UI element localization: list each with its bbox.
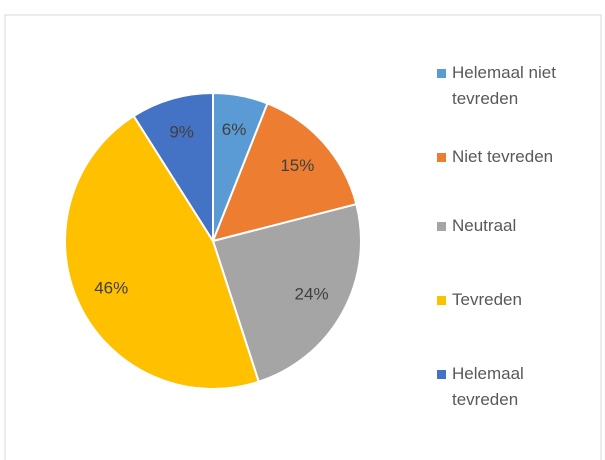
legend-swatch (437, 222, 446, 231)
legend-item: Helemaal niet tevreden (437, 60, 587, 112)
legend-label: Tevreden (452, 290, 522, 309)
legend-swatch (437, 296, 446, 305)
pie-slice (64, 114, 260, 390)
legend-item: Tevreden (437, 287, 587, 313)
data-label: 15% (280, 156, 314, 175)
legend-item: Niet tevreden (437, 144, 587, 170)
data-label: 24% (295, 285, 329, 304)
pie-slice (211, 102, 358, 243)
chart-border (4, 14, 602, 460)
legend-label: Helemaal tevreden (452, 364, 524, 409)
legend-label: Niet tevreden (452, 147, 554, 166)
legend-item: Neutraal (437, 213, 587, 239)
legend-label: Helemaal niet tevreden (452, 63, 556, 108)
pie-slice (132, 91, 214, 245)
data-label: 9% (169, 122, 194, 141)
legend-swatch (437, 69, 446, 78)
legend-swatch (437, 370, 446, 379)
legend-item: Helemaal tevreden (437, 361, 587, 413)
pie-slice (211, 202, 362, 384)
data-label: 46% (94, 278, 128, 297)
legend-swatch (437, 153, 446, 162)
legend-label: Neutraal (452, 216, 517, 235)
data-label: 6% (222, 120, 247, 139)
